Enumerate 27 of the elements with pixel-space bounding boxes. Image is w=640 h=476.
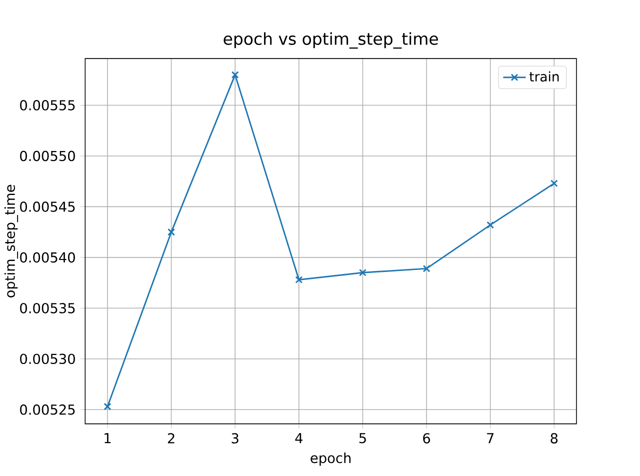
point <box>550 179 558 187</box>
legend-label: train <box>529 71 559 82</box>
point <box>295 276 303 284</box>
x-tick-label: 6 <box>423 432 430 444</box>
x-tick-label: 5 <box>359 432 366 444</box>
y-tick-label: 0.00545 <box>20 201 75 212</box>
y-tick-label: 0.00525 <box>20 404 75 415</box>
x-tick-label: 8 <box>550 432 558 444</box>
point <box>358 268 366 276</box>
y-tick-label: 0.00535 <box>20 302 75 314</box>
point <box>422 264 430 272</box>
x-tick-label: 1 <box>104 432 111 443</box>
x-tick-label: 3 <box>232 432 238 444</box>
point <box>231 70 239 78</box>
x-tick-label: 7 <box>487 432 494 443</box>
chart-title: epoch vs optim_step_time <box>224 32 438 48</box>
x-tick-label: 4 <box>295 432 303 443</box>
y-tick-label: 0.00555 <box>20 100 75 110</box>
x-axis-title: epoch <box>310 452 351 466</box>
point <box>104 402 112 410</box>
point <box>168 228 176 236</box>
y-axis-title: optim_step_time <box>4 184 18 298</box>
y-tick-label: 0.00550 <box>20 150 75 161</box>
y-tick-label: 0.00540 <box>20 252 75 262</box>
point <box>486 221 494 228</box>
y-tick-label: 0.00530 <box>20 353 75 364</box>
x-tick-label: 2 <box>168 432 174 444</box>
